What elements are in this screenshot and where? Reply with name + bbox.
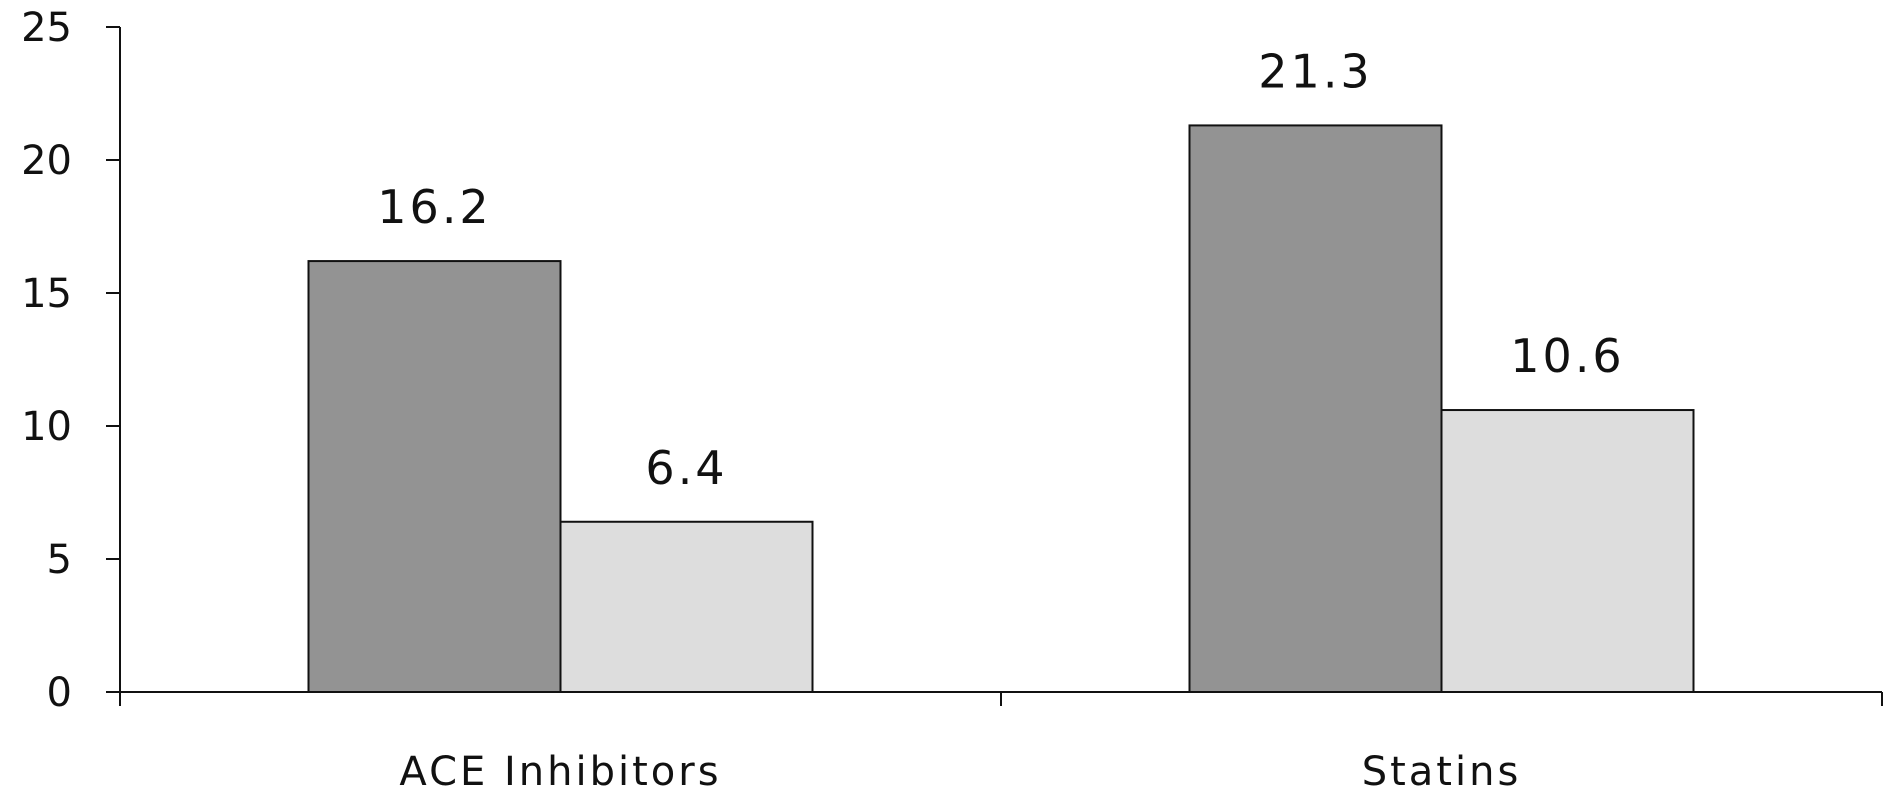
- axes: [119, 27, 1883, 706]
- y-tick-label: 25: [21, 5, 72, 51]
- bar-value-label: 21.3: [1258, 44, 1372, 98]
- y-tick-label: 5: [47, 537, 72, 583]
- x-category-label: Statins: [1362, 749, 1522, 789]
- y-tick-label: 15: [21, 271, 72, 317]
- bar: [559, 520, 814, 694]
- bar-value-label: 16.2: [377, 180, 491, 234]
- category-labels: ACE Inhibitors Statins: [399, 749, 1522, 789]
- x-category-label: ACE Inhibitors: [399, 749, 721, 789]
- bar: [307, 260, 562, 693]
- bar-value-label: 10.6: [1510, 329, 1624, 383]
- y-axis-ticks: 0 5 10 15 20 25: [21, 5, 120, 716]
- y-tick-label: 10: [21, 404, 72, 450]
- y-tick-label: 0: [47, 670, 72, 716]
- bar: [1188, 124, 1443, 694]
- bars: [307, 124, 1695, 694]
- bar: [1440, 409, 1695, 693]
- bar-value-label: 6.4: [645, 441, 727, 495]
- data-labels: 16.2 6.4 21.3 10.6: [377, 44, 1624, 495]
- y-tick-label: 20: [21, 138, 72, 184]
